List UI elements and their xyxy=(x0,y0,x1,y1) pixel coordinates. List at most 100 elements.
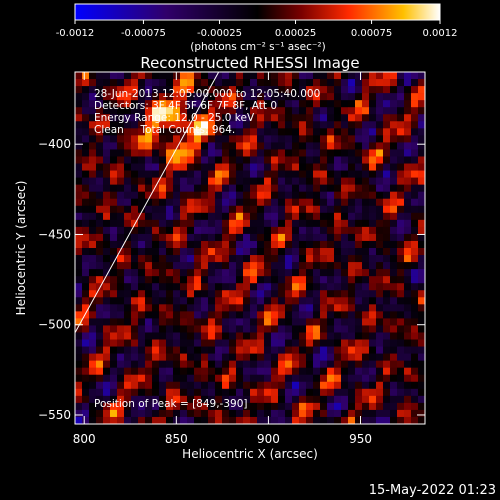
heatmap-cell xyxy=(250,149,258,157)
heatmap-cell xyxy=(397,205,405,214)
heatmap-cell xyxy=(327,297,335,305)
heatmap-cell xyxy=(208,240,216,249)
heatmap-cell xyxy=(89,86,97,94)
heatmap-cell xyxy=(201,226,209,235)
heatmap-cell xyxy=(173,388,181,397)
heatmap-cell xyxy=(201,416,209,424)
heatmap-cell xyxy=(341,142,349,150)
heatmap-cell xyxy=(348,297,356,305)
heatmap-cell xyxy=(376,360,384,368)
heatmap-cell xyxy=(320,114,328,122)
heatmap-cell xyxy=(348,170,356,178)
heatmap-cell xyxy=(320,219,328,228)
heatmap-cell xyxy=(138,367,146,376)
heatmap-cell xyxy=(166,283,174,291)
heatmap-cell xyxy=(341,339,349,347)
heatmap-cell xyxy=(383,318,391,326)
heatmap-cell xyxy=(278,191,286,200)
heatmap-cell xyxy=(397,114,405,122)
heatmap-cell xyxy=(187,360,195,368)
heatmap-cell xyxy=(348,381,356,390)
heatmap-cell xyxy=(194,226,202,235)
heatmap-cell xyxy=(236,353,244,361)
heatmap-cell xyxy=(96,395,104,404)
heatmap-cell xyxy=(348,311,356,319)
heatmap-cell xyxy=(257,184,265,192)
heatmap-cell xyxy=(201,283,209,291)
heatmap-cell xyxy=(299,79,307,87)
heatmap-cell xyxy=(117,360,125,368)
heatmap-cell xyxy=(257,121,265,129)
heatmap-cell xyxy=(208,416,216,424)
heatmap-cell xyxy=(180,276,188,284)
heatmap-cell xyxy=(229,276,237,284)
heatmap-cell xyxy=(229,156,237,164)
heatmap-cell xyxy=(138,374,146,383)
heatmap-cell xyxy=(103,269,111,277)
heatmap-cell xyxy=(397,212,405,221)
heatmap-cell xyxy=(173,325,181,333)
heatmap-cell xyxy=(285,240,293,249)
heatmap-cell xyxy=(411,346,419,354)
heatmap-cell xyxy=(152,219,160,228)
heatmap-cell xyxy=(369,212,377,221)
heatmap-cell xyxy=(397,255,405,263)
heatmap-cell xyxy=(89,262,97,270)
heatmap-cell xyxy=(418,177,425,185)
heatmap-cell xyxy=(145,262,153,270)
heatmap-cell xyxy=(348,388,356,397)
heatmap-cell xyxy=(187,416,195,424)
heatmap-cell xyxy=(271,79,279,87)
heatmap-cell xyxy=(89,402,97,411)
heatmap-cell xyxy=(306,163,314,171)
heatmap-cell xyxy=(334,121,342,129)
heatmap-cell xyxy=(222,318,230,326)
heatmap-cell xyxy=(418,121,425,129)
heatmap-cell xyxy=(229,311,237,319)
heatmap-cell xyxy=(201,255,209,263)
heatmap-cell xyxy=(159,297,167,305)
heatmap-cell xyxy=(250,240,258,249)
heatmap-cell xyxy=(250,339,258,347)
heatmap-cell xyxy=(250,107,258,115)
heatmap-cell xyxy=(292,177,300,185)
heatmap-cell xyxy=(418,388,425,397)
heatmap-cell xyxy=(376,276,384,284)
heatmap-cell xyxy=(124,156,132,164)
heatmap-cell xyxy=(75,283,83,291)
heatmap-cell xyxy=(299,395,307,404)
heatmap-cell xyxy=(243,248,251,256)
heatmap-cell xyxy=(334,233,342,242)
heatmap-cell xyxy=(264,142,272,150)
heatmap-cell xyxy=(89,367,97,376)
heatmap-cell xyxy=(229,170,237,178)
heatmap-cell xyxy=(159,311,167,319)
heatmap-cell xyxy=(271,100,279,108)
heatmap-cell xyxy=(152,205,160,214)
heatmap-cell xyxy=(124,163,132,171)
heatmap-cell xyxy=(96,311,104,319)
heatmap-cell xyxy=(124,114,132,122)
heatmap-cell xyxy=(159,325,167,333)
heatmap-cell xyxy=(187,346,195,354)
heatmap-cell xyxy=(180,297,188,305)
heatmap-cell xyxy=(257,191,265,200)
heatmap-cell xyxy=(306,198,314,207)
heatmap-cell xyxy=(348,184,356,192)
heatmap-cell xyxy=(103,304,111,312)
heatmap-cell xyxy=(404,240,412,249)
heatmap-cell xyxy=(194,262,202,270)
heatmap-cell xyxy=(390,262,398,270)
heatmap-cell xyxy=(243,374,251,383)
heatmap-cell xyxy=(369,360,377,368)
heatmap-cell xyxy=(320,135,328,143)
heatmap-cell xyxy=(159,142,167,150)
heatmap-cell xyxy=(292,255,300,263)
heatmap-cell xyxy=(411,170,419,178)
heatmap-cell xyxy=(362,149,370,157)
heatmap-cell xyxy=(194,121,202,129)
heatmap-cell xyxy=(397,135,405,143)
heatmap-cell xyxy=(96,262,104,270)
heatmap-cell xyxy=(250,276,258,284)
heatmap-cell xyxy=(96,72,104,80)
